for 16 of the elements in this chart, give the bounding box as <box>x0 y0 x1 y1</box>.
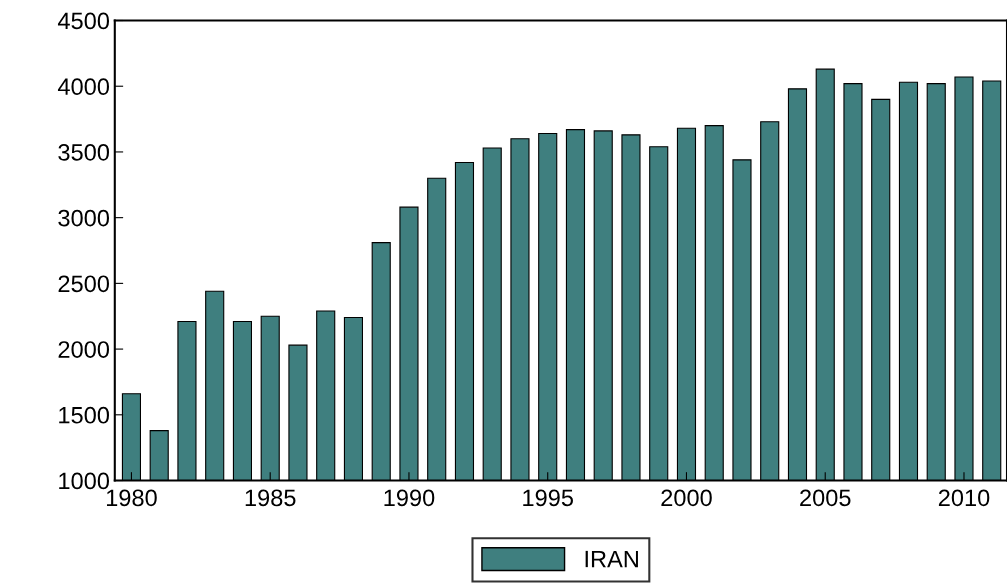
x-tick-label: 1980 <box>106 489 157 507</box>
y-tick-label: 2000 <box>58 341 110 358</box>
x-tick-label: 1990 <box>384 489 435 507</box>
y-tick-label: 4000 <box>57 78 110 96</box>
x-tick-label: 2010 <box>938 489 990 507</box>
y-tick-label: 4500 <box>57 12 110 30</box>
y-tick-label: 2500 <box>58 275 110 293</box>
y-tick-label: 1500 <box>59 406 110 424</box>
y-tick-label: 3500 <box>58 144 110 161</box>
x-tick-label: 1985 <box>245 489 296 507</box>
x-tick-label: 2005 <box>800 489 851 507</box>
x-tick-label: 2000 <box>661 489 712 507</box>
x-tick-label: 1995 <box>523 489 573 507</box>
legend-label: IRAN <box>585 550 638 568</box>
y-tick-label: 1000 <box>59 472 110 490</box>
y-tick-label: 3000 <box>58 209 110 227</box>
